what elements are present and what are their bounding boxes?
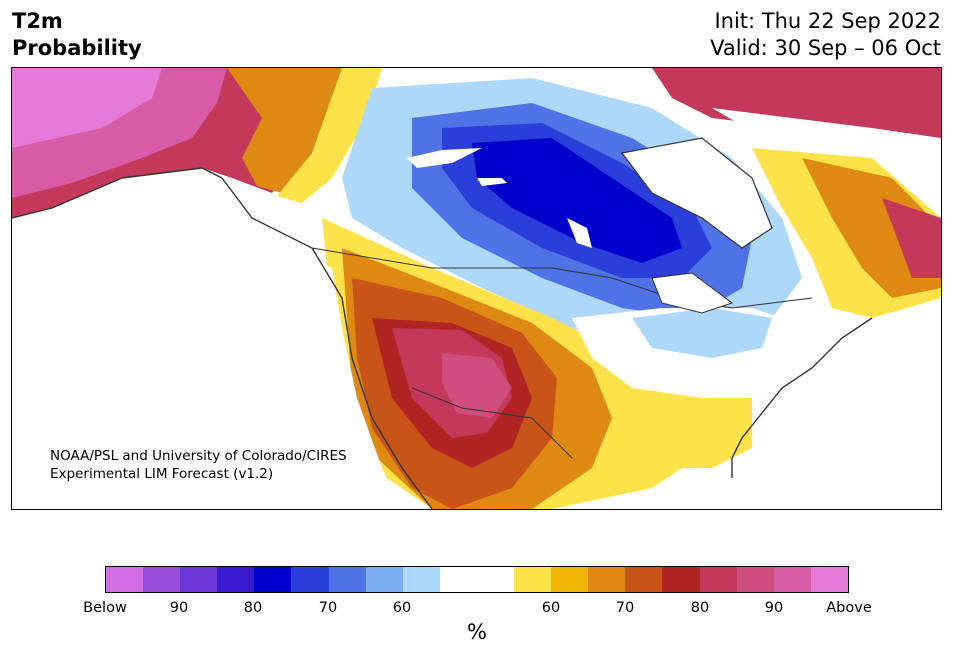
colorbar-segment bbox=[365, 567, 403, 592]
region-hudson-bay bbox=[622, 138, 772, 248]
title-line-1: T2m bbox=[12, 9, 63, 33]
region-west-pink bbox=[442, 353, 512, 418]
lake-canada-3 bbox=[567, 218, 592, 248]
region-greenland-white bbox=[712, 108, 941, 163]
colorbar-segment bbox=[810, 567, 848, 592]
colorbar-tick-label: 90 bbox=[169, 600, 189, 616]
init-date: Init: Thu 22 Sep 2022 bbox=[714, 9, 941, 33]
colorbar-segment bbox=[699, 567, 737, 592]
colorbar-segment bbox=[402, 567, 440, 592]
region-southeast-yellow bbox=[632, 388, 752, 468]
colorbar-segment bbox=[551, 567, 589, 592]
colorbar-tick-label: 60 bbox=[392, 600, 412, 616]
colorbar-segment bbox=[254, 567, 292, 592]
colorbar-tick-label: 80 bbox=[243, 600, 263, 616]
colorbar-segment bbox=[625, 567, 663, 592]
colorbar-unit: % bbox=[467, 620, 487, 644]
region-east-canada-orange bbox=[802, 158, 941, 298]
map-title: T2m Probability bbox=[12, 8, 142, 62]
map-credit: NOAA/PSL and University of Colorado/CIRE… bbox=[50, 447, 347, 483]
colorbar-segment bbox=[439, 567, 477, 592]
coastline-east bbox=[731, 317, 873, 478]
valid-date: Valid: 30 Sep – 06 Oct bbox=[710, 36, 941, 60]
border-us-mexico bbox=[411, 387, 573, 459]
colorbar-tick-label: Below bbox=[83, 600, 127, 616]
region-alaska-top bbox=[12, 68, 162, 148]
probability-map: NOAA/PSL and University of Colorado/CIRE… bbox=[11, 67, 942, 510]
region-pacific bbox=[12, 208, 402, 509]
region-atlantic bbox=[692, 338, 941, 509]
colorbar-tick-label: 70 bbox=[318, 600, 338, 616]
colorbar-segment bbox=[476, 567, 515, 592]
coastline-west bbox=[221, 177, 433, 509]
colorbar-tick-label: 70 bbox=[615, 600, 635, 616]
credit-line-1: NOAA/PSL and University of Colorado/CIRE… bbox=[50, 448, 347, 464]
colorbar-tick-label: 90 bbox=[764, 600, 784, 616]
border-us-canada bbox=[311, 247, 813, 309]
great-lakes bbox=[651, 272, 734, 314]
credit-line-2: Experimental LIM Forecast (v1.2) bbox=[50, 466, 274, 482]
region-alaska-yellow bbox=[277, 68, 382, 203]
colorbar-segment bbox=[588, 567, 626, 592]
colorbar-segment bbox=[514, 567, 552, 592]
colorbar-segment bbox=[180, 567, 218, 592]
lake-canada-1 bbox=[407, 148, 482, 168]
coastline-hudson bbox=[620, 137, 773, 249]
region-alaska-orange bbox=[227, 68, 357, 193]
map-graphic bbox=[12, 68, 941, 509]
colorbar-segment bbox=[106, 567, 144, 592]
colorbar-segment bbox=[217, 567, 255, 592]
title-line-2: Probability bbox=[12, 36, 142, 60]
colorbar-tick-label: 60 bbox=[541, 600, 561, 616]
region-canada-coldest bbox=[472, 138, 682, 263]
colorbar-segment bbox=[143, 567, 181, 592]
colorbar-segment bbox=[773, 567, 811, 592]
colorbar-tick-label: Above bbox=[826, 600, 872, 616]
region-east-canada-red bbox=[882, 198, 941, 278]
lake-canada-2 bbox=[477, 178, 507, 186]
colorbar-segment bbox=[328, 567, 366, 592]
colorbar-segment bbox=[736, 567, 774, 592]
colorbar-tick-label: 80 bbox=[690, 600, 710, 616]
probability-colorbar bbox=[105, 566, 849, 593]
region-great-lakes-cool bbox=[632, 308, 772, 358]
colorbar-segment bbox=[662, 567, 700, 592]
coastline-alaska bbox=[12, 167, 223, 219]
colorbar-segment bbox=[291, 567, 329, 592]
forecast-dates: Init: Thu 22 Sep 2022 Valid: 30 Sep – 06… bbox=[710, 8, 941, 62]
